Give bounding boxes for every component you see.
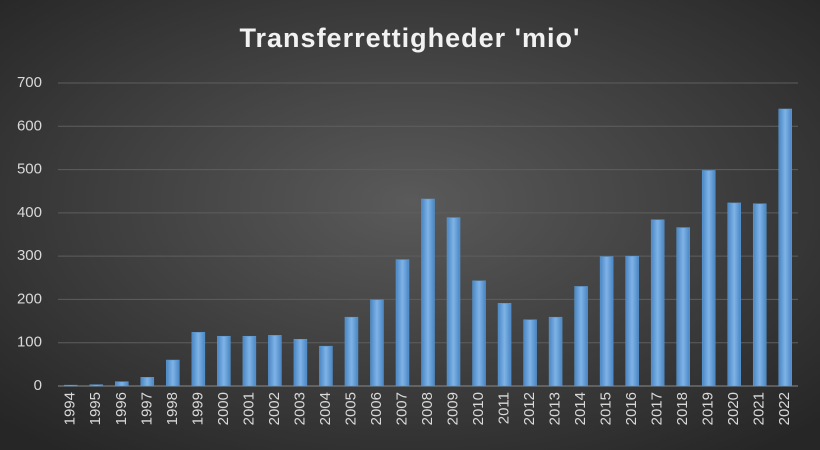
bar	[344, 316, 359, 387]
bar	[64, 384, 78, 387]
y-tick-label: 300	[17, 247, 42, 264]
bar	[676, 227, 690, 387]
bar	[268, 335, 282, 387]
bar	[421, 198, 435, 387]
x-tick-label: 2013	[547, 392, 564, 425]
x-tick-label: 2017	[649, 392, 666, 425]
x-tick-label: 2003	[291, 392, 308, 425]
x-tick-label: 1997	[138, 392, 155, 425]
x-tick-label: 2014	[572, 392, 589, 425]
x-tick-label: 2006	[368, 392, 385, 425]
bar	[701, 170, 716, 387]
x-tick-label: 2015	[598, 392, 615, 425]
bar	[752, 203, 767, 387]
x-tick-label: 2018	[674, 392, 691, 425]
bar	[497, 303, 512, 387]
x-tick-label: 2000	[215, 392, 232, 425]
x-tick-label: 2016	[623, 392, 640, 425]
bar	[472, 280, 486, 387]
x-tick-label: 2008	[419, 392, 436, 425]
x-tick-label: 2019	[700, 392, 717, 425]
x-tick-label: 2020	[725, 392, 742, 425]
y-tick-label: 700	[17, 74, 42, 91]
x-tick-label: 1996	[113, 392, 130, 425]
x-tick-label: 2005	[342, 392, 359, 425]
x-tick-label: 2012	[521, 392, 538, 425]
bar	[293, 339, 308, 387]
x-tick-label: 2002	[266, 392, 283, 425]
bar	[319, 345, 333, 387]
y-tick-label: 400	[17, 204, 42, 221]
bar	[650, 219, 665, 387]
bar	[217, 335, 231, 387]
bar	[140, 377, 155, 387]
x-tick-label: 1999	[189, 392, 206, 425]
y-tick-label: 200	[17, 290, 42, 307]
bar	[778, 108, 792, 387]
x-tick-label: 1998	[164, 392, 181, 425]
bar	[523, 319, 537, 387]
x-tick-label: 2007	[393, 392, 410, 425]
bar	[89, 384, 104, 387]
y-tick-label: 100	[17, 334, 42, 351]
bar	[395, 259, 410, 387]
bar	[242, 335, 257, 387]
x-tick-label: 2009	[444, 392, 461, 425]
x-tick-label: 1995	[87, 392, 104, 425]
chart-title: Transferrettigheder 'mio'	[240, 23, 581, 53]
bar	[599, 256, 614, 387]
bar	[191, 332, 206, 387]
bar	[574, 286, 588, 387]
y-tick-label: 0	[34, 377, 42, 394]
y-tick-label: 500	[17, 161, 42, 178]
bar	[548, 316, 563, 387]
x-tick-label: 2004	[317, 392, 334, 425]
x-tick-label: 2011	[496, 392, 513, 424]
bar	[370, 299, 384, 387]
x-tick-label: 2022	[776, 392, 793, 425]
bar	[446, 217, 461, 387]
bar	[727, 202, 741, 387]
bar	[115, 381, 129, 387]
x-tick-label: 2010	[470, 392, 487, 425]
x-tick-label: 1994	[62, 392, 79, 425]
y-tick-label: 600	[17, 117, 42, 134]
bar	[625, 255, 639, 387]
x-tick-label: 2001	[240, 392, 257, 425]
bar	[166, 359, 180, 387]
x-tick-label: 2021	[751, 392, 768, 425]
